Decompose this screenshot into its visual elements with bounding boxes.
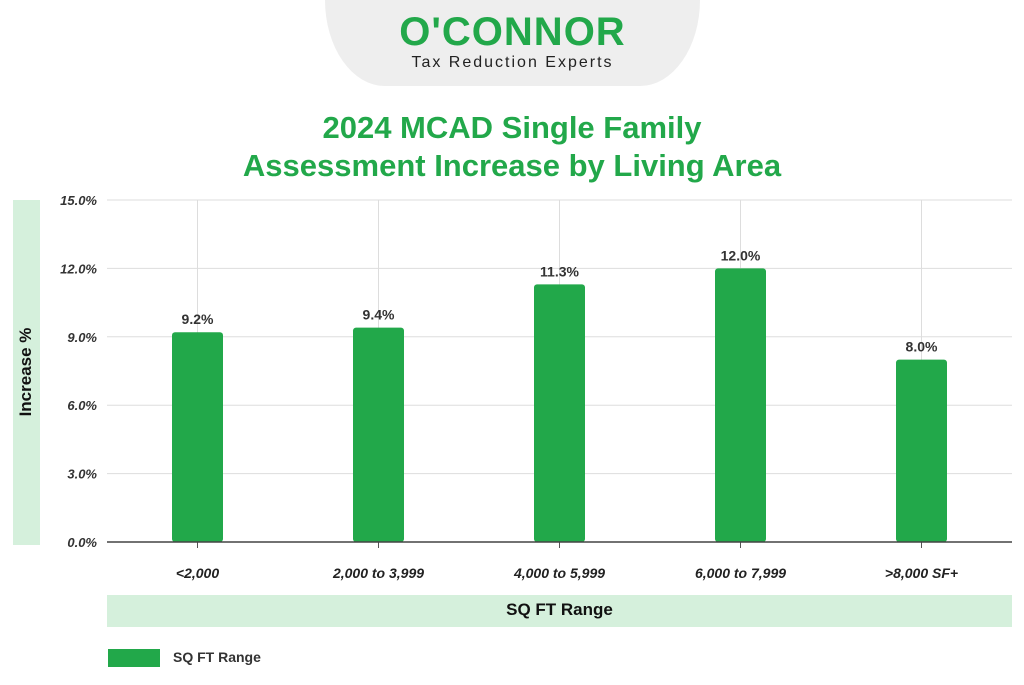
x-axis-label-band [107, 595, 1012, 627]
bar [896, 359, 947, 542]
logo-tagline: Tax Reduction Experts [411, 54, 614, 71]
x-tick-label: >8,000 SF+ [885, 565, 958, 581]
bar [172, 332, 223, 542]
x-tick-label: 2,000 to 3,999 [332, 565, 424, 581]
y-tick-label: 15.0% [60, 193, 97, 208]
x-tick-label: <2,000 [176, 565, 219, 581]
bar [534, 284, 585, 542]
chart-title-line-1: 2024 MCAD Single Family [322, 110, 702, 145]
data-label: 9.2% [182, 311, 214, 327]
x-tick-label: 6,000 to 7,999 [695, 565, 786, 581]
data-label: 12.0% [721, 247, 761, 263]
data-label: 11.3% [540, 263, 579, 279]
chart-title-line-2: Assessment Increase by Living Area [242, 148, 782, 183]
bar [353, 327, 404, 542]
legend-swatch [108, 649, 160, 667]
y-axis-label-band [13, 200, 40, 545]
logo-banner: O'CONNOR Tax Reduction Experts [325, 0, 700, 86]
y-tick-label: 9.0% [67, 330, 97, 345]
data-label: 8.0% [906, 339, 938, 355]
x-axis-label: SQ FT Range [506, 600, 613, 619]
x-tick-label: 4,000 to 5,999 [513, 565, 605, 581]
y-tick-label: 0.0% [67, 535, 97, 550]
logo: O'CONNOR [399, 10, 626, 54]
y-tick-label: 6.0% [67, 398, 97, 413]
data-label: 9.4% [363, 307, 395, 323]
y-tick-label: 3.0% [67, 467, 97, 482]
legend-label: SQ FT Range [173, 649, 261, 665]
y-tick-label: 12.0% [60, 261, 97, 276]
bar [715, 268, 766, 542]
